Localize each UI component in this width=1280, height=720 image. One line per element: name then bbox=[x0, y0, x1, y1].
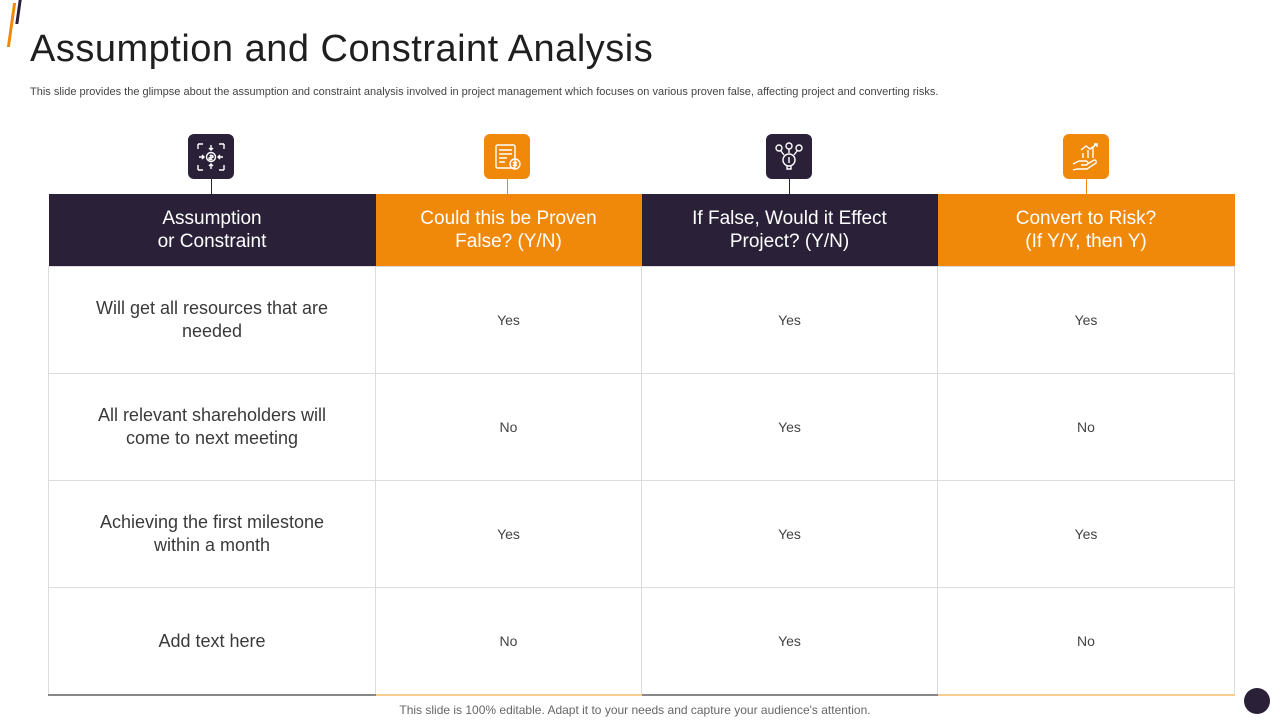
accent-bar-dark bbox=[15, 0, 22, 24]
accent-bar-orange bbox=[6, 3, 17, 47]
row-label: Will get all resources that are needed bbox=[48, 266, 376, 374]
cell-convert-risk: Yes bbox=[937, 266, 1235, 374]
header-convert-risk: Convert to Risk? (If Y/Y, then Y) bbox=[937, 194, 1235, 267]
cell-convert-risk: Yes bbox=[937, 480, 1235, 588]
assumption-table: Assumption or Constraint Could this be P… bbox=[48, 194, 1235, 696]
cell-proven-false: Yes bbox=[375, 480, 642, 588]
icon-connector bbox=[789, 179, 790, 194]
slide-title: Assumption and Constraint Analysis bbox=[30, 28, 654, 70]
header-assumption: Assumption or Constraint bbox=[48, 194, 376, 267]
icon-connector bbox=[507, 179, 508, 194]
process-dollar-icon bbox=[188, 134, 234, 179]
cell-effect-project: Yes bbox=[641, 373, 938, 481]
slide-footer: This slide is 100% editable. Adapt it to… bbox=[399, 703, 871, 717]
corner-dot bbox=[1244, 688, 1270, 714]
header-effect-project: If False, Would it Effect Project? (Y/N) bbox=[641, 194, 938, 267]
cell-convert-risk: No bbox=[937, 373, 1235, 481]
table-row: Add text here No Yes No bbox=[48, 587, 1235, 696]
icon-connector bbox=[1086, 179, 1087, 194]
cell-proven-false: No bbox=[375, 587, 642, 696]
cell-convert-risk: No bbox=[937, 587, 1235, 696]
cell-effect-project: Yes bbox=[641, 587, 938, 696]
cell-proven-false: No bbox=[375, 373, 642, 481]
table-row: Achieving the first milestone within a m… bbox=[48, 480, 1235, 588]
cell-effect-project: Yes bbox=[641, 480, 938, 588]
icon-connector bbox=[211, 179, 212, 194]
cell-proven-false: Yes bbox=[375, 266, 642, 374]
row-label: Achieving the first milestone within a m… bbox=[48, 480, 376, 588]
document-checklist-icon bbox=[484, 134, 530, 179]
table-row: Will get all resources that are needed Y… bbox=[48, 266, 1235, 374]
lightbulb-ideas-icon bbox=[766, 134, 812, 179]
header-proven-false: Could this be Proven False? (Y/N) bbox=[375, 194, 642, 267]
row-label: Add text here bbox=[48, 587, 376, 696]
cell-effect-project: Yes bbox=[641, 266, 938, 374]
table-row: All relevant shareholders will come to n… bbox=[48, 373, 1235, 481]
slide-subtitle: This slide provides the glimpse about th… bbox=[30, 86, 939, 98]
hand-growth-chart-icon bbox=[1063, 134, 1109, 179]
row-label: All relevant shareholders will come to n… bbox=[48, 373, 376, 481]
